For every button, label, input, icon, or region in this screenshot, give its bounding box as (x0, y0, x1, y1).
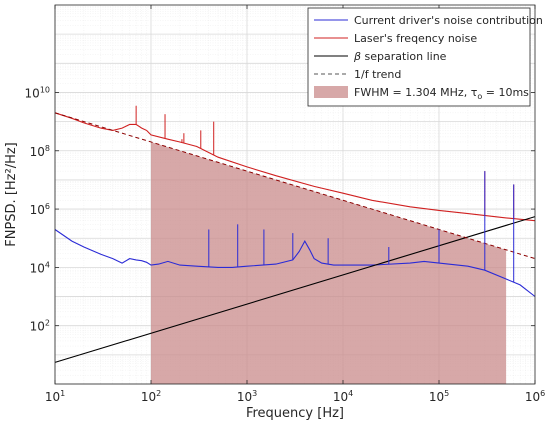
axes (54, 4, 536, 385)
legend-label: FWHM = 1.304 MHz, τo = 10ms (354, 86, 529, 101)
x-tick-label: 102 (141, 389, 161, 404)
x-tick-label: 101 (45, 389, 65, 404)
legend-label: β separation line (353, 50, 447, 63)
x-tick-label: 104 (333, 389, 353, 404)
series-current-driver-s-noise-contribution (54, 229, 536, 297)
tick-labels: 101 102 103 104 105 106 102 104 106 108 1010 (25, 85, 546, 404)
series-lines (54, 105, 536, 363)
legend: Current driver's noise contribution Laser… (307, 7, 543, 107)
legend-swatch-fill (314, 86, 348, 98)
legend-label: Laser's freqency noise (354, 32, 477, 45)
y-axis-label: FNPSD. [Hz²/Hz] (4, 142, 19, 247)
y-tick-label: 102 (30, 319, 50, 334)
y-tick-label: 1010 (25, 85, 50, 100)
x-tick-label: 106 (525, 389, 545, 404)
plot-frame (54, 4, 536, 385)
y-tick-label: 104 (30, 260, 50, 275)
x-tick-label: 103 (237, 389, 257, 404)
y-tick-label: 108 (30, 144, 50, 159)
legend-label: Current driver's noise contribution (354, 14, 543, 27)
series-separation-line (54, 216, 536, 363)
x-tick-label: 105 (429, 389, 449, 404)
y-tick-label: 106 (30, 202, 50, 217)
series-laser-s-freqency-noise (54, 112, 536, 222)
x-axis-label: Frequency [Hz] (246, 406, 344, 421)
legend-label: 1/f trend (354, 68, 401, 81)
